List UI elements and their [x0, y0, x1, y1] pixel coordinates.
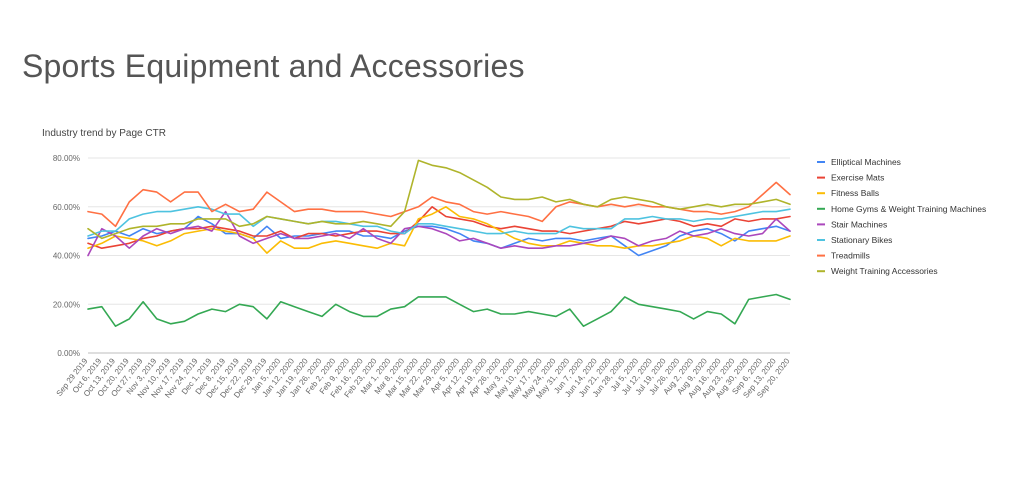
legend-label: Weight Training Accessories	[831, 266, 938, 276]
page-title: Sports Equipment and Accessories	[22, 48, 525, 84]
series-line-4	[87, 210, 791, 257]
y-tick-label: 80.00%	[53, 154, 80, 163]
legend: Elliptical Machines Exercise Mats Fitness …	[817, 157, 986, 276]
legend-label: Treadmills	[831, 251, 870, 261]
y-tick-label: 0.00%	[57, 349, 80, 358]
legend-label: Fitness Balls	[831, 188, 879, 198]
y-tick-label: 60.00%	[53, 203, 80, 212]
y-tick-label: 20.00%	[53, 300, 80, 309]
legend-label: Elliptical Machines	[831, 157, 901, 167]
series-lines	[87, 159, 791, 328]
legend-label: Exercise Mats	[831, 173, 884, 183]
y-tick-label: 40.00%	[53, 252, 80, 261]
series-line-7	[87, 159, 791, 240]
legend-label: Stationary Bikes	[831, 235, 892, 245]
series-line-1	[87, 206, 791, 249]
series-line-0	[87, 215, 791, 257]
series-line-5	[87, 206, 791, 237]
legend-label: Home Gyms & Weight Training Machines	[831, 204, 986, 214]
series-line-2	[87, 206, 791, 254]
grid	[88, 157, 790, 354]
y-axis: 0.00% 20.00% 40.00% 60.00% 80.00%	[53, 154, 80, 358]
series-line-3	[87, 293, 791, 328]
chart-title: Industry trend by Page CTR	[42, 128, 166, 139]
legend-label: Stair Machines	[831, 219, 887, 229]
